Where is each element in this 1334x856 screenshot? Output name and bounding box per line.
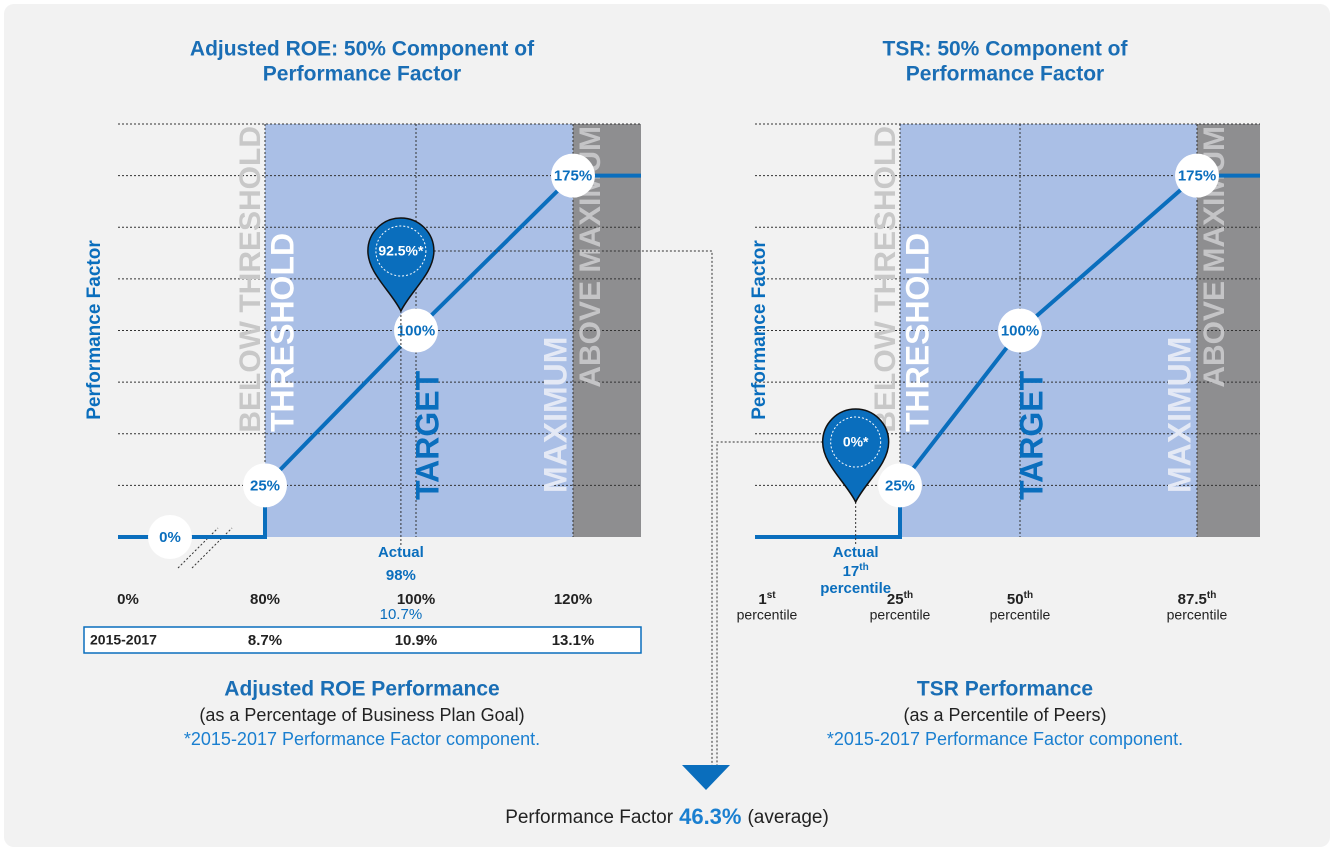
point-label: 175% [554, 168, 592, 185]
footer: Performance Factor 46.3% (average) [505, 804, 829, 829]
x-tick-label-text: 1 [758, 591, 766, 608]
actual-pin-ring [375, 225, 427, 277]
connector [433, 250, 713, 765]
x-axis-subtitle: (as a Percentage of Business Plan Goal) [199, 705, 524, 725]
point-marker [551, 153, 595, 198]
x-tick-label-text: 0% [117, 591, 139, 608]
actual-x-text: 17 [843, 563, 860, 580]
point-marker [243, 463, 287, 508]
x-tick-label-sup: th [1207, 590, 1216, 601]
table-cell: 8.7% [248, 632, 282, 649]
x-tick-label: 0% [117, 591, 139, 608]
y-axis-label: Performance Factor [84, 240, 105, 420]
footer-label: Performance Factor [505, 807, 674, 828]
zone-label: THRESHOLD [264, 233, 300, 432]
connector [716, 441, 823, 765]
axis-break [191, 527, 233, 569]
actual-label: Actual [378, 544, 424, 561]
x-tick-sublabel: percentile [737, 607, 798, 623]
x-tick-sublabel: percentile [1167, 607, 1228, 623]
table-label: 2015-2017 [90, 632, 157, 648]
chart-title: Adjusted ROE: 50% Component of [190, 38, 535, 61]
x-axis-subtitle: (as a Percentile of Peers) [903, 705, 1106, 725]
axis-break [177, 527, 219, 569]
x-tick-label-sup: st [767, 590, 777, 601]
x-tick-label: 120% [554, 591, 592, 608]
y-axis-label: Performance Factor [749, 240, 770, 420]
x-tick-label-text: 100% [397, 591, 435, 608]
point-label: 0% [159, 529, 181, 546]
x-axis-title: Adjusted ROE Performance [224, 678, 499, 701]
actual-value: 92.5%* [378, 243, 424, 259]
chart-title: Performance Factor [906, 63, 1104, 86]
zone-label: MAXIMUM [537, 337, 573, 493]
point-label: 175% [1178, 168, 1216, 185]
point-label: 25% [885, 477, 915, 494]
actual-x-text: 98% [386, 567, 416, 584]
actual-x-label: 98% [386, 567, 416, 584]
chart-title: TSR: 50% Component of [883, 38, 1129, 61]
actual-extra: 10.7% [380, 606, 423, 623]
actual-pin-ring [830, 416, 882, 468]
actual-x-label: 17th [843, 562, 869, 580]
x-tick-label-text: 120% [554, 591, 592, 608]
x-tick-sublabel: percentile [870, 607, 931, 623]
table-cell: 13.1% [552, 632, 595, 649]
x-axis-title: TSR Performance [917, 678, 1093, 701]
x-tick-label-text: 25 [887, 591, 904, 608]
x-tick-sublabel: percentile [990, 607, 1051, 623]
point-label: 100% [1001, 322, 1039, 339]
zone-label: BELOW THRESHOLD [869, 126, 902, 433]
zone-label: TARGET [1013, 370, 1049, 500]
actual-x-sub: percentile [820, 580, 891, 597]
point-marker [148, 515, 192, 559]
table-row [83, 626, 642, 654]
actual-pin [821, 408, 890, 504]
note: *2015-2017 Performance Factor component. [184, 729, 540, 749]
x-tick-label: 100% [397, 591, 435, 608]
x-tick-label: 1st [758, 590, 776, 608]
x-tick-label: 87.5th [1178, 590, 1217, 608]
x-tick-label: 50th [1007, 590, 1033, 608]
footer-note: (average) [747, 807, 828, 828]
point-marker [394, 308, 438, 353]
zone-label: THRESHOLD [899, 233, 935, 432]
point-label: 25% [250, 477, 280, 494]
zone-label: BELOW THRESHOLD [234, 126, 267, 433]
x-tick-label: 25th [887, 590, 913, 608]
note: *2015-2017 Performance Factor component. [827, 729, 1183, 749]
actual-label: Actual [833, 544, 879, 561]
point-marker [1175, 153, 1219, 198]
x-tick-label-text: 87.5 [1178, 591, 1207, 608]
x-tick-label-sup: th [1024, 590, 1033, 601]
actual-x-sup: th [859, 562, 868, 573]
actual-value: 0%* [843, 434, 869, 450]
point-label: 100% [397, 322, 435, 339]
zone-label: TARGET [409, 370, 445, 500]
point-marker [878, 463, 922, 508]
actual-pin [367, 217, 435, 313]
x-tick-label-text: 50 [1007, 591, 1024, 608]
point-marker [998, 308, 1042, 353]
footer-value: 46.3% [679, 804, 741, 829]
x-tick-label: 80% [250, 591, 280, 608]
chart-title: Performance Factor [263, 63, 461, 86]
table-cell: 10.9% [395, 632, 438, 649]
zone-label: MAXIMUM [1161, 337, 1197, 493]
arrow [682, 765, 730, 790]
x-tick-label-sup: th [904, 590, 913, 601]
x-tick-label-text: 80% [250, 591, 280, 608]
